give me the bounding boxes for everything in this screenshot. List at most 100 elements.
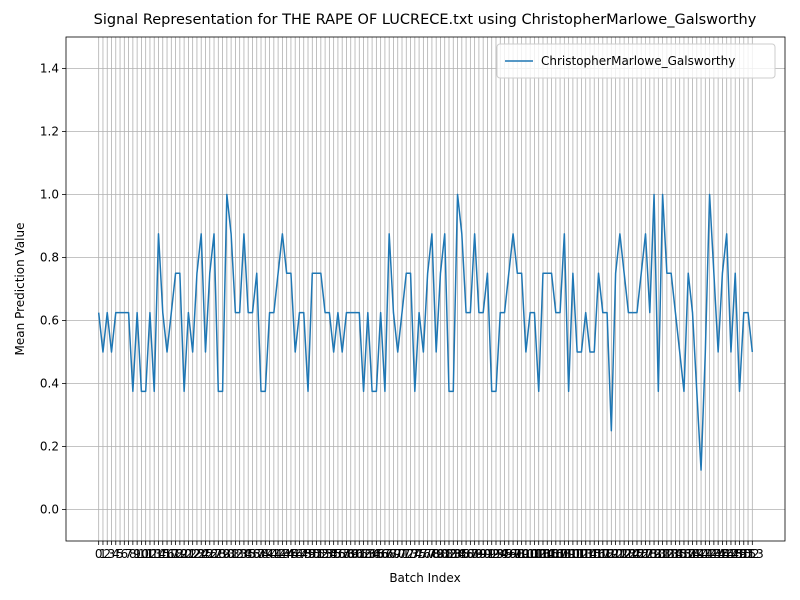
x-tick-label: 142 xyxy=(694,547,717,561)
x-tick-label: 144 xyxy=(702,547,725,561)
x-tick-label: 58 xyxy=(339,547,354,561)
x-tick-label: 80 xyxy=(433,547,448,561)
x-tick-label: 38 xyxy=(253,547,268,561)
x-tick-label: 20 xyxy=(176,547,191,561)
x-tick-label: 112 xyxy=(566,547,589,561)
x-tick-label: 94 xyxy=(493,547,508,561)
x-tick-label: 15 xyxy=(155,547,170,561)
x-tick-label: 8 xyxy=(129,547,137,561)
x-tick-label: 93 xyxy=(488,547,503,561)
x-tick-label: 1 xyxy=(99,547,107,561)
x-tick-label: 71 xyxy=(394,547,409,561)
x-tick-label: 84 xyxy=(450,547,465,561)
x-tick-label: 32 xyxy=(228,547,243,561)
x-tick-label: 108 xyxy=(549,547,572,561)
x-tick-label: 21 xyxy=(181,547,196,561)
x-tick-label: 145 xyxy=(707,547,730,561)
x-tick-label: 109 xyxy=(553,547,576,561)
y-tick-label: 0.8 xyxy=(40,251,59,265)
x-axis-label: Batch Index xyxy=(389,571,460,585)
x-tick-label: 121 xyxy=(604,547,627,561)
x-tick-label: 123 xyxy=(613,547,636,561)
x-tick-label: 25 xyxy=(198,547,213,561)
x-tick-label: 82 xyxy=(441,547,456,561)
x-tick-label: 34 xyxy=(236,547,251,561)
x-tick-label: 96 xyxy=(501,547,516,561)
x-tick-label: 107 xyxy=(544,547,567,561)
x-tick-label: 7 xyxy=(125,547,133,561)
x-tick-label: 124 xyxy=(617,547,640,561)
x-tick-label: 127 xyxy=(630,547,653,561)
x-tick-label: 56 xyxy=(330,547,345,561)
chart-title: Signal Representation for THE RAPE OF LU… xyxy=(94,12,757,28)
legend-box xyxy=(496,43,776,79)
x-tick-label: 26 xyxy=(202,547,217,561)
x-tick-label: 114 xyxy=(574,547,597,561)
legend-label: ChristopherMarlowe_Galsworthy xyxy=(541,54,735,68)
x-tick-label: 24 xyxy=(194,547,209,561)
x-tick-label: 6 xyxy=(120,547,128,561)
x-tick-label: 54 xyxy=(322,547,337,561)
x-tick-label: 40 xyxy=(262,547,277,561)
x-tick-label: 68 xyxy=(382,547,397,561)
x-tick-label: 115 xyxy=(579,547,602,561)
x-tick-label: 63 xyxy=(360,547,375,561)
x-tick-label: 47 xyxy=(292,547,307,561)
x-tick-label: 50 xyxy=(305,547,320,561)
x-tick-label: 129 xyxy=(638,547,661,561)
x-tick-label: 65 xyxy=(369,547,384,561)
x-tick-label: 35 xyxy=(241,547,256,561)
x-tick-label: 92 xyxy=(484,547,499,561)
x-tick-label: 135 xyxy=(664,547,687,561)
x-tick-label: 111 xyxy=(561,547,584,561)
x-tick-label: 98 xyxy=(510,547,525,561)
x-tick-label: 45 xyxy=(283,547,298,561)
x-tick-label: 46 xyxy=(288,547,303,561)
x-tick-label: 27 xyxy=(206,547,221,561)
x-tick-label: 151 xyxy=(732,547,755,561)
x-tick-label: 43 xyxy=(275,547,290,561)
x-tick-label: 9 xyxy=(133,547,141,561)
x-tick-label: 149 xyxy=(724,547,747,561)
x-tick-label: 153 xyxy=(741,547,764,561)
x-tick-label: 86 xyxy=(458,547,473,561)
x-tick-label: 138 xyxy=(677,547,700,561)
x-tick-label: 152 xyxy=(737,547,760,561)
x-tick-label: 73 xyxy=(403,547,418,561)
x-tick-label: 131 xyxy=(647,547,670,561)
x-tick-label: 52 xyxy=(313,547,328,561)
x-tick-label: 118 xyxy=(591,547,614,561)
x-tick-label: 60 xyxy=(347,547,362,561)
x-tick-label: 125 xyxy=(621,547,644,561)
x-tick-label: 67 xyxy=(377,547,392,561)
x-tick-label: 49 xyxy=(300,547,315,561)
x-tick-label: 100 xyxy=(514,547,537,561)
x-tick-label: 95 xyxy=(497,547,512,561)
y-tick-label: 1.0 xyxy=(40,188,59,202)
x-tick-label: 117 xyxy=(587,547,610,561)
x-tick-label: 126 xyxy=(626,547,649,561)
x-tick-label: 31 xyxy=(223,547,238,561)
x-tick-label: 119 xyxy=(596,547,619,561)
x-tick-label: 104 xyxy=(532,547,555,561)
x-tick-label: 148 xyxy=(720,547,743,561)
x-tick-label: 61 xyxy=(352,547,367,561)
x-tick-label: 59 xyxy=(343,547,358,561)
x-tick-label: 0 xyxy=(95,547,103,561)
x-tick-label: 30 xyxy=(219,547,234,561)
x-tick-label: 99 xyxy=(514,547,529,561)
x-tick-label: 62 xyxy=(356,547,371,561)
x-tick-label: 87 xyxy=(463,547,478,561)
y-tick-label: 0.4 xyxy=(40,377,59,391)
x-tick-label: 28 xyxy=(211,547,226,561)
x-tick-label: 72 xyxy=(399,547,414,561)
x-tick-label: 130 xyxy=(643,547,666,561)
x-tick-label: 22 xyxy=(185,547,200,561)
data-line xyxy=(97,193,754,471)
x-tick-label: 51 xyxy=(309,547,324,561)
x-tick-label: 141 xyxy=(690,547,713,561)
x-tick-label: 44 xyxy=(279,547,294,561)
x-tick-label: 140 xyxy=(685,547,708,561)
x-tick-label: 12 xyxy=(142,547,157,561)
